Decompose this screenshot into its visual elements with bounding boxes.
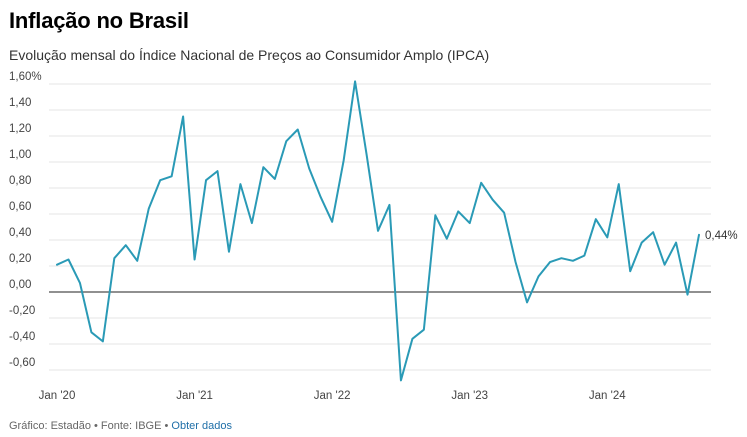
footer-credit: Gráfico: Estadão (9, 420, 91, 432)
chart-title: Inflação no Brasil (9, 8, 189, 33)
y-tick-label: 0,40 (9, 227, 31, 239)
series-line-ipca (56, 80, 700, 382)
y-tick-label: 1,60% (9, 71, 42, 83)
y-tick-label: -0,20 (9, 305, 35, 317)
footer-separator-2: • (161, 420, 172, 432)
line-chart: -0,60 -0,40 -0,20 0,00 0,20 0,40 0,60 0,80 1,00 1… (9, 71, 738, 402)
last-value-label: 0,44% (705, 230, 738, 242)
footer-source: Fonte: IBGE (100, 420, 162, 432)
y-tick-label: -0,40 (9, 331, 35, 343)
y-tick-label: 0,80 (9, 175, 31, 187)
y-tick-label: 0,60 (9, 201, 31, 213)
x-tick-label: Jan '20 (39, 390, 76, 402)
footer: Gráfico: Estadão • Fonte: IBGE • Obter d… (9, 420, 232, 432)
get-data-link[interactable]: Obter dados (171, 420, 232, 432)
chart-subtitle: Evolução mensal do Índice Nacional de Pr… (9, 47, 490, 63)
x-tick-label: Jan '24 (589, 390, 626, 402)
y-tick-label: 1,40 (9, 97, 31, 109)
y-tick-label: 0,00 (9, 279, 31, 291)
footer-separator: • (90, 420, 101, 432)
x-tick-label: Jan '21 (176, 390, 213, 402)
y-tick-label: 0,20 (9, 253, 31, 265)
y-tick-label: 1,20 (9, 123, 31, 135)
x-tick-label: Jan '22 (314, 390, 351, 402)
y-tick-label: 1,00 (9, 149, 31, 161)
x-tick-label: Jan '23 (451, 390, 488, 402)
y-tick-label: -0,60 (9, 357, 35, 369)
